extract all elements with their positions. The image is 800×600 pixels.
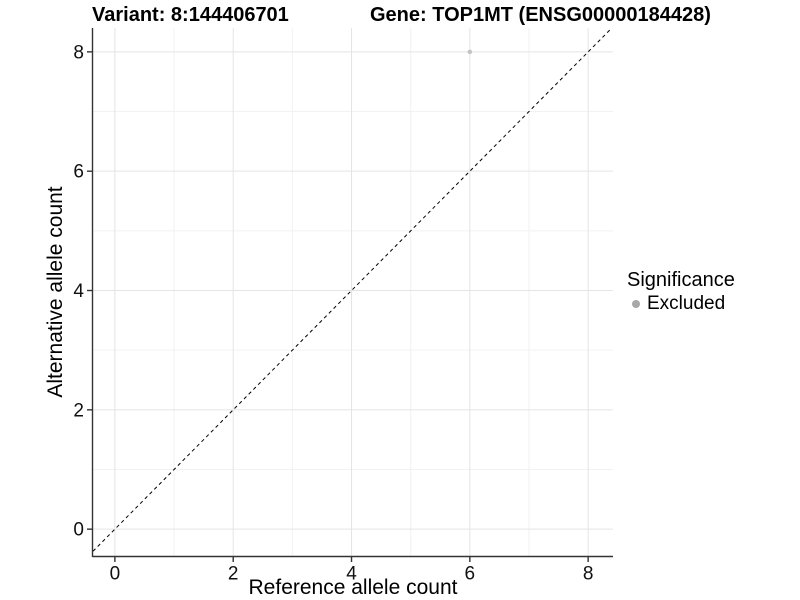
legend-item-excluded: Excluded <box>627 293 735 315</box>
y-tick-label: 4 <box>73 281 84 302</box>
data-point <box>467 49 473 55</box>
x-tick-label: 2 <box>228 564 239 585</box>
legend-item-label: Excluded <box>647 293 726 314</box>
legend-point-icon <box>632 300 640 308</box>
x-tick-label: 4 <box>346 564 357 585</box>
identity-line <box>92 27 613 552</box>
y-axis-label: Alternative allele count <box>44 186 67 398</box>
legend-title: Significance <box>627 269 735 291</box>
x-tick-label: 8 <box>583 564 594 585</box>
x-tick-label: 0 <box>110 564 121 585</box>
x-axis-label: Reference allele count <box>248 576 458 599</box>
y-tick-label: 0 <box>73 520 84 541</box>
x-tick-label: 6 <box>465 564 476 585</box>
y-tick-label: 2 <box>73 400 84 421</box>
y-tick-label: 6 <box>73 162 84 183</box>
plot-title-gene: Gene: TOP1MT (ENSG00000184428) <box>370 4 711 26</box>
plot-title-variant: Variant: 8:144406701 <box>92 4 289 26</box>
y-tick-label: 8 <box>73 42 84 63</box>
legend: Significance Excluded <box>627 268 735 315</box>
